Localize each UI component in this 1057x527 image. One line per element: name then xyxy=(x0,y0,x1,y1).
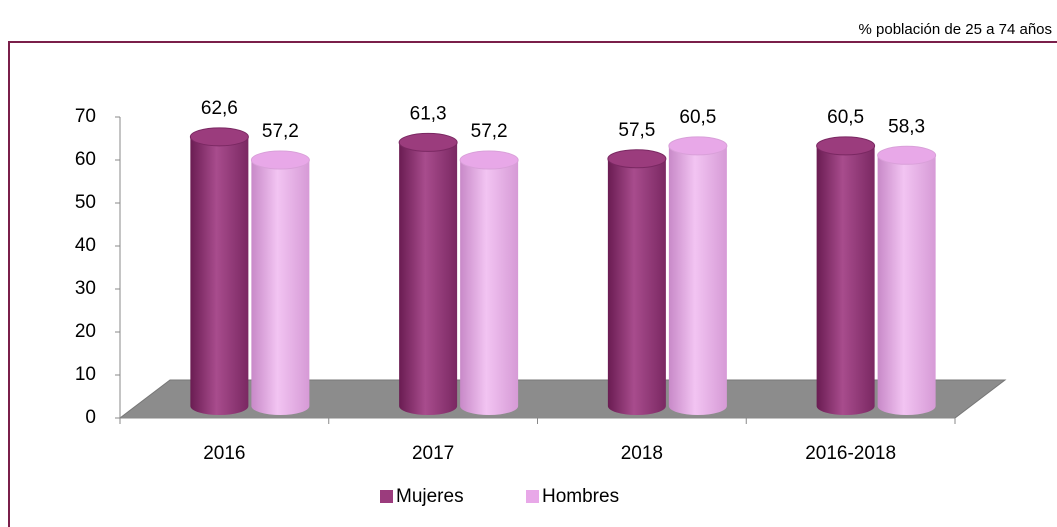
legend-label: Hombres xyxy=(542,486,619,507)
y-tick-label: 20 xyxy=(75,321,96,342)
legend-swatch xyxy=(380,490,393,503)
y-tick-label: 50 xyxy=(75,192,96,213)
bar xyxy=(877,155,936,415)
value-label: 60,5 xyxy=(679,107,716,128)
value-label: 57,2 xyxy=(471,121,508,142)
bar-top xyxy=(459,150,519,170)
value-label: 58,3 xyxy=(888,116,925,137)
bar xyxy=(251,160,310,415)
bar-top xyxy=(877,145,937,165)
x-tick-label: 2017 xyxy=(412,443,454,464)
y-tick-label: 30 xyxy=(75,278,96,299)
bar-top xyxy=(668,136,728,156)
bar-top xyxy=(189,127,249,147)
bar xyxy=(607,158,666,415)
legend-swatch xyxy=(526,490,539,503)
value-label: 60,5 xyxy=(827,107,864,128)
value-label: 57,2 xyxy=(262,121,299,142)
y-tick-label: 0 xyxy=(85,407,96,428)
x-tick-label: 2016 xyxy=(203,443,245,464)
bar-top xyxy=(816,136,876,156)
bar-top xyxy=(607,149,667,169)
bar-top xyxy=(250,150,310,170)
legend-label: Mujeres xyxy=(396,486,464,507)
bar xyxy=(190,136,249,415)
bar xyxy=(816,145,875,415)
x-tick-label: 2016-2018 xyxy=(805,443,896,464)
value-label: 57,5 xyxy=(618,120,655,141)
subtitle: % población de 25 a 74 años xyxy=(859,21,1052,38)
bar xyxy=(460,160,519,415)
bar xyxy=(668,145,727,415)
y-tick-label: 40 xyxy=(75,235,96,256)
value-label: 61,3 xyxy=(410,103,447,124)
value-label: 62,6 xyxy=(201,98,238,119)
x-tick-label: 2018 xyxy=(621,443,663,464)
y-tick-label: 70 xyxy=(75,106,96,127)
y-tick-label: 10 xyxy=(75,364,96,385)
y-tick-label: 60 xyxy=(75,149,96,170)
bar xyxy=(399,142,458,415)
bar-top xyxy=(398,132,458,152)
